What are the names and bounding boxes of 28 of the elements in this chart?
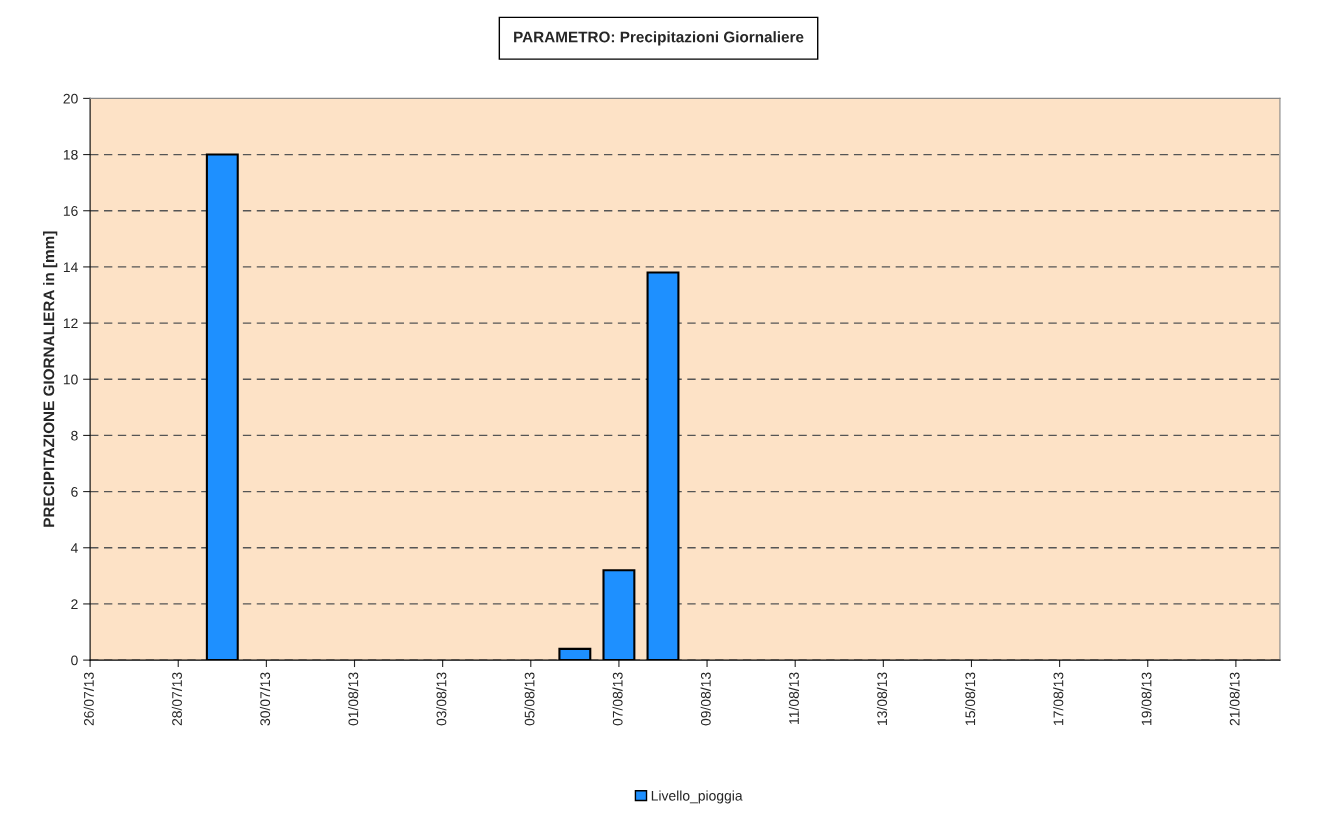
x-tick-label: 09/08/13	[700, 672, 711, 726]
x-tick-label: 30/07/13	[259, 672, 271, 726]
y-tick-label: 18	[63, 149, 78, 160]
x-tick-label: 07/08/13	[612, 672, 623, 726]
y-tick-label: 10	[63, 374, 78, 385]
chart-title: PARAMETRO: Precipitazioni Giornaliere	[514, 31, 804, 46]
y-tick-label: 14	[63, 262, 78, 272]
x-tick-label: 28/07/13	[171, 672, 182, 726]
y-tick-label: 0	[71, 655, 78, 666]
legend-label: Livello_pioggia	[651, 790, 743, 804]
x-tick-label: 21/08/13	[1229, 672, 1240, 726]
x-tick-label: 26/07/13	[83, 672, 94, 726]
y-axis-title: PRECIPITAZIONE GIORNALIERA in [mm]	[43, 231, 58, 527]
x-tick-label: 15/08/13	[965, 672, 976, 725]
x-tick-label: 17/08/13	[1053, 672, 1064, 725]
x-tick-label: 19/08/13	[1141, 672, 1152, 725]
x-tick-label: 03/08/13	[436, 672, 447, 726]
x-tick-label: 05/08/13	[524, 672, 535, 726]
y-tick-label: 2	[71, 599, 78, 609]
y-tick-label: 6	[71, 486, 78, 497]
y-tick-label: 12	[63, 318, 78, 329]
y-tick-label: 20	[63, 93, 78, 104]
x-tick-label: 11/08/13	[788, 672, 799, 724]
x-tick-label: 13/08/13	[876, 672, 888, 725]
x-tick-label: 01/08/13	[348, 672, 359, 726]
y-tick-label: 4	[70, 543, 78, 553]
y-tick-label: 16	[63, 206, 78, 216]
y-tick-label: 8	[71, 430, 78, 441]
